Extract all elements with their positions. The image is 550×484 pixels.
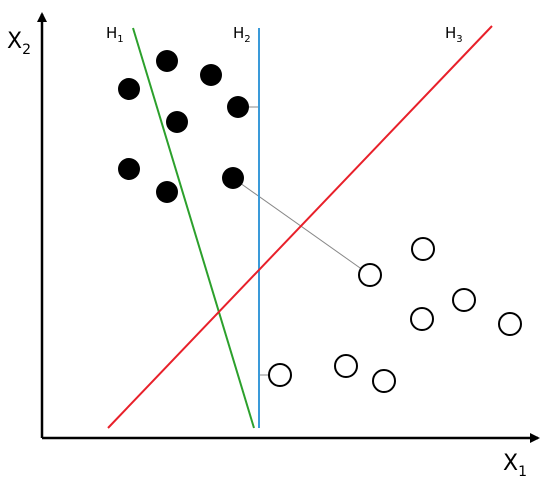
h2-label: H2 (233, 24, 251, 45)
point (227, 96, 249, 118)
h1-label: H1 (106, 24, 124, 45)
point (118, 158, 140, 180)
class-open (268, 237, 522, 393)
point (118, 78, 140, 100)
class-filled (118, 50, 249, 203)
x-axis-sub: 1 (518, 464, 527, 480)
point (334, 354, 358, 378)
point (372, 369, 396, 393)
y-axis-sub: 2 (22, 42, 31, 58)
margins (232, 106, 371, 376)
h2-sub: 2 (244, 34, 250, 45)
h3-label: H3 (445, 24, 463, 45)
point (156, 181, 178, 203)
point (222, 167, 244, 189)
h1-base: H (106, 24, 117, 42)
point (452, 288, 476, 312)
h2-base: H (233, 24, 244, 42)
point (200, 64, 222, 86)
y-axis-base: X (7, 29, 22, 54)
point (156, 50, 178, 72)
y-axis-label: X2 (7, 29, 31, 58)
point (268, 363, 292, 387)
point (411, 237, 435, 261)
h1-sub: 1 (117, 34, 123, 45)
h3-base: H (445, 24, 456, 42)
point (166, 111, 188, 133)
point (358, 263, 382, 287)
x-axis-label: X1 (503, 451, 527, 480)
hyperplane-h3 (107, 25, 493, 429)
h3-sub: 3 (456, 34, 462, 45)
point (410, 307, 434, 331)
hyperplane-h1 (132, 27, 255, 429)
point (498, 312, 522, 336)
x-axis-base: X (503, 451, 518, 476)
